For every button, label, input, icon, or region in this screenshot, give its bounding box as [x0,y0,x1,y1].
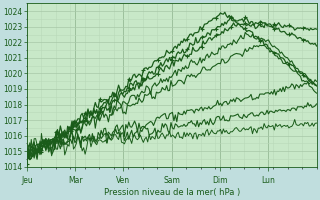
X-axis label: Pression niveau de la mer( hPa ): Pression niveau de la mer( hPa ) [104,188,240,197]
